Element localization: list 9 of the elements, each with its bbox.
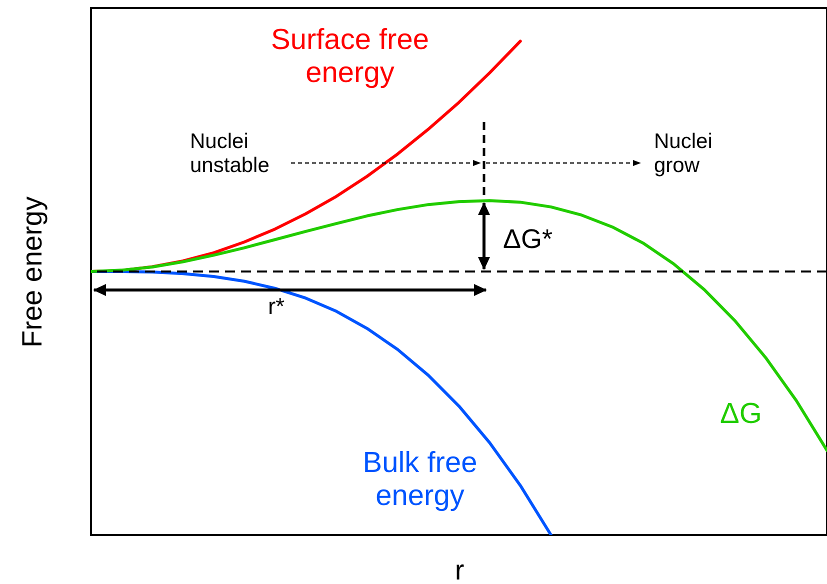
annotation: r*	[268, 293, 286, 320]
y-axis-title: Free energy	[16, 196, 48, 348]
series-label: Surface free energy	[270, 24, 430, 91]
annotation: Nuclei grow	[654, 130, 714, 178]
annotation: Nuclei unstable	[190, 130, 270, 178]
x-axis-title: r	[454, 554, 464, 584]
annotation: ΔG*	[503, 224, 554, 256]
series-label: Bulk free energy	[362, 447, 478, 514]
series-label: ΔG	[720, 398, 763, 432]
